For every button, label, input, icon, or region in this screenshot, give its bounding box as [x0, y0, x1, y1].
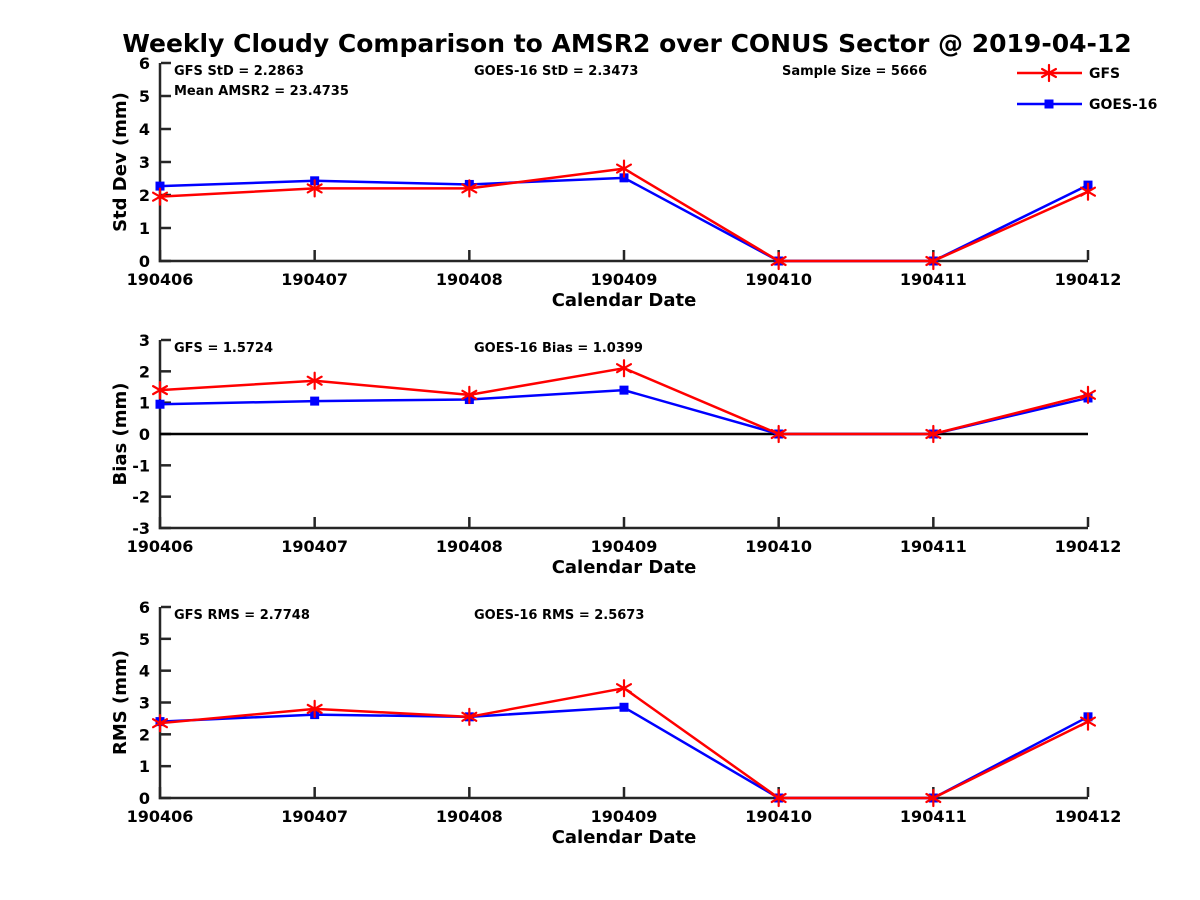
marker-asterisk-gfs — [770, 251, 787, 271]
marker-asterisk-gfs — [615, 359, 633, 378]
marker-asterisk-gfs — [306, 179, 323, 198]
marker-asterisk-gfs — [615, 679, 633, 698]
marker-asterisk-gfs — [461, 179, 478, 198]
annotation: GFS = 1.5724 — [174, 341, 273, 356]
y-tick-label: 2 — [139, 186, 150, 205]
y-tick-label: 3 — [139, 694, 150, 713]
marker-square-goes-16 — [619, 702, 629, 712]
marker-asterisk-gfs — [1079, 712, 1097, 731]
x-axis-title: Calendar Date — [552, 290, 697, 311]
marker-square-goes-16 — [155, 399, 165, 409]
marker-square-goes-16 — [1044, 99, 1054, 109]
x-tick-label: 190406 — [127, 537, 194, 556]
marker-square-goes-16 — [155, 181, 165, 191]
legend-label-goes-16: GOES-16 — [1089, 97, 1157, 113]
marker-asterisk-gfs — [1040, 63, 1058, 83]
marker-asterisk-gfs — [151, 714, 169, 733]
chart-std-dev: 0 1 2 3 4 5 6 190406 190407 190408 190409 190410 190… — [110, 54, 1157, 311]
y-tick-label: 5 — [139, 630, 150, 649]
y-tick-label: 5 — [139, 87, 150, 106]
x-tick-label: 190410 — [745, 537, 812, 556]
x-tick-label: 190410 — [745, 270, 812, 289]
y-tick-label: 2 — [139, 362, 150, 381]
x-tick-label: 190409 — [591, 537, 658, 556]
figure-title: Weekly Cloudy Comparison to AMSR2 over C… — [122, 29, 1132, 58]
marker-asterisk-gfs — [925, 424, 942, 444]
marker-asterisk-gfs — [615, 159, 633, 178]
y-axis-title: RMS (mm) — [110, 650, 131, 755]
x-tick-label: 190412 — [1055, 807, 1122, 826]
marker-asterisk-gfs — [770, 788, 787, 808]
y-tick-label: 3 — [139, 153, 150, 172]
marker-asterisk-gfs — [461, 385, 478, 404]
marker-asterisk-gfs — [1079, 182, 1097, 201]
y-tick-label: 4 — [139, 120, 150, 139]
y-tick-label: 1 — [139, 394, 150, 413]
y-tick-label: 3 — [139, 331, 150, 350]
annotation: Sample Size = 5666 — [782, 64, 927, 79]
x-tick-label: 190409 — [591, 807, 658, 826]
y-tick-label: -1 — [132, 456, 150, 475]
x-axis-title: Calendar Date — [552, 557, 697, 578]
x-tick-label: 190408 — [436, 537, 503, 556]
y-tick-label: 0 — [139, 789, 150, 808]
marker-asterisk-gfs — [770, 424, 787, 444]
x-tick-label: 190406 — [127, 807, 194, 826]
y-tick-label: -3 — [132, 519, 150, 538]
marker-square-goes-16 — [619, 385, 629, 395]
x-tick-label: 190411 — [900, 537, 967, 556]
x-tick-label: 190408 — [436, 807, 503, 826]
x-tick-label: 190408 — [436, 270, 503, 289]
legend-item-gfs: GFS — [1017, 63, 1120, 83]
y-tick-label: -2 — [132, 488, 150, 507]
x-tick-label: 190407 — [281, 807, 348, 826]
annotation: GFS StD = 2.2863 — [174, 64, 304, 79]
x-tick-label: 190411 — [900, 270, 967, 289]
x-tick-label: 190410 — [745, 807, 812, 826]
y-tick-label: 4 — [139, 662, 150, 681]
annotation: GOES-16 RMS = 2.5673 — [474, 608, 644, 623]
x-tick-label: 190411 — [900, 807, 967, 826]
legend-label-gfs: GFS — [1089, 66, 1120, 82]
marker-square-goes-16 — [619, 173, 629, 183]
marker-asterisk-gfs — [151, 381, 169, 400]
y-tick-label: 2 — [139, 725, 150, 744]
x-tick-label: 190412 — [1055, 270, 1122, 289]
annotation: Mean AMSR2 = 23.4735 — [174, 84, 349, 99]
y-tick-label: 6 — [139, 598, 150, 617]
marker-square-goes-16 — [310, 396, 320, 406]
marker-asterisk-gfs — [306, 699, 323, 718]
annotation: GOES-16 Bias = 1.0399 — [474, 341, 643, 356]
y-axis-title: Std Dev (mm) — [110, 92, 131, 232]
x-tick-label: 190407 — [281, 270, 348, 289]
chart-bias: -3 -2 -1 0 1 2 3 190406 190407 190408 190409 190410… — [110, 331, 1121, 578]
y-tick-label: 1 — [139, 219, 150, 238]
chart-rms: 0 1 2 3 4 5 6 190406 190407 190408 190409 190410 190… — [110, 598, 1121, 848]
series-line-goes-16 — [159, 388, 1089, 436]
marker-asterisk-gfs — [461, 707, 478, 726]
series-line-goes-16 — [159, 706, 1089, 800]
y-tick-label: 0 — [139, 252, 150, 271]
legend-item-goes-16: GOES-16 — [1017, 97, 1157, 113]
marker-asterisk-gfs — [925, 251, 942, 271]
x-tick-label: 190412 — [1055, 537, 1122, 556]
y-tick-label: 0 — [139, 425, 150, 444]
y-tick-label: 1 — [139, 757, 150, 776]
x-axis-title: Calendar Date — [552, 827, 697, 848]
x-tick-label: 190407 — [281, 537, 348, 556]
annotation: GFS RMS = 2.7748 — [174, 608, 310, 623]
annotation: GOES-16 StD = 2.3473 — [474, 64, 638, 79]
marker-asterisk-gfs — [1079, 385, 1097, 404]
marker-asterisk-gfs — [151, 187, 169, 206]
y-tick-label: 6 — [139, 54, 150, 73]
marker-asterisk-gfs — [925, 788, 942, 808]
x-tick-label: 190406 — [127, 270, 194, 289]
x-tick-label: 190409 — [591, 270, 658, 289]
marker-asterisk-gfs — [306, 371, 323, 390]
y-axis-title: Bias (mm) — [110, 383, 131, 486]
